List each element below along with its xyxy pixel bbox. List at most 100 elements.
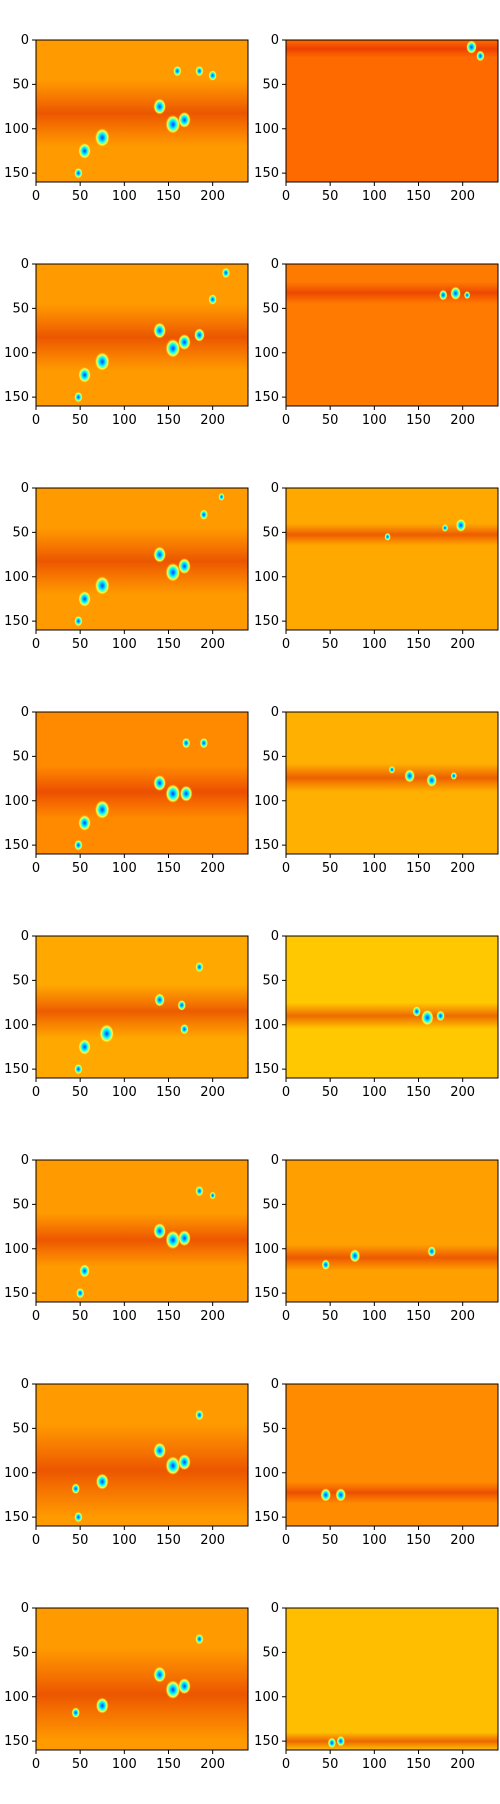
y-tick-label: 150 [4, 1510, 29, 1525]
heatmap-band [286, 1481, 498, 1504]
panel-image [286, 936, 498, 1078]
y-tick-label: 150 [4, 838, 29, 853]
axes-frame [285, 487, 499, 631]
x-tick-label: 50 [322, 413, 339, 428]
heatmap-blob [78, 366, 91, 384]
x-tick-label: 150 [406, 637, 431, 652]
axes-frame [285, 263, 499, 407]
heatmap-blob [195, 961, 204, 973]
y-tick-label: 0 [21, 1153, 29, 1168]
y-tick-label: 150 [4, 614, 29, 629]
panel-r1-c1: 0 50 100 150 200 0 50 100 150 [254, 257, 499, 428]
heatmap-blob [441, 523, 449, 533]
heatmap-blob [218, 492, 225, 501]
x-tick-label: 50 [72, 413, 89, 428]
heatmap-blob [335, 1488, 347, 1502]
y-tick-label: 150 [4, 1062, 29, 1077]
x-tick-label: 50 [322, 861, 339, 876]
heatmap-blob [436, 1010, 445, 1022]
y-tick-label: 150 [254, 1510, 279, 1525]
panel-image [286, 1608, 498, 1750]
panel-image [36, 1608, 248, 1750]
x-tick-label: 100 [362, 861, 387, 876]
axes-frame [285, 711, 499, 855]
panel-image [286, 488, 498, 630]
y-tick-label: 100 [254, 570, 279, 585]
axes-frame [35, 39, 249, 183]
axes-frame [35, 935, 249, 1079]
y-tick-label: 150 [254, 614, 279, 629]
y-tick-label: 50 [12, 749, 29, 764]
panel-r2-c0: 0 50 100 150 200 0 50 100 150 [4, 481, 249, 652]
panel-image [36, 1384, 248, 1526]
heatmap-blob [426, 773, 438, 788]
heatmap-blob [177, 1229, 191, 1247]
x-tick-label: 150 [156, 637, 181, 652]
x-tick-label: 50 [322, 1757, 339, 1772]
x-tick-label: 100 [362, 637, 387, 652]
y-tick-label: 0 [21, 257, 29, 272]
y-tick-label: 0 [271, 1601, 279, 1616]
x-tick-label: 150 [156, 1533, 181, 1548]
axes-frame [35, 263, 249, 407]
y-tick-label: 150 [4, 166, 29, 181]
heatmap-blob [165, 338, 181, 358]
y-tick-label: 0 [271, 33, 279, 48]
heatmap-blob [74, 391, 83, 403]
heatmap-blob [165, 114, 181, 134]
heatmap-blob [327, 1737, 337, 1749]
heatmap-blob [320, 1488, 332, 1502]
heatmap-blob [153, 546, 167, 563]
heatmap-blob [165, 784, 181, 804]
y-tick-label: 0 [271, 481, 279, 496]
y-tick-label: 50 [262, 1421, 279, 1436]
heatmap-blob [165, 1230, 181, 1250]
heatmap-blob [199, 737, 209, 749]
x-tick-label: 100 [112, 637, 137, 652]
x-tick-label: 150 [156, 189, 181, 204]
axes-frame [285, 1159, 499, 1303]
x-tick-label: 0 [282, 637, 290, 652]
panel-r3-c1: 0 50 100 150 200 0 50 100 150 [254, 705, 499, 876]
heatmap-blob [181, 737, 191, 749]
x-tick-label: 0 [32, 1309, 40, 1324]
heatmap-blob [78, 814, 91, 832]
x-tick-label: 200 [450, 189, 475, 204]
x-tick-label: 150 [156, 1757, 181, 1772]
x-tick-label: 100 [112, 1309, 137, 1324]
heatmap-blob [388, 765, 396, 774]
heatmap-band [36, 303, 248, 371]
y-tick-label: 150 [254, 838, 279, 853]
x-tick-label: 150 [406, 1533, 431, 1548]
heatmap-blob [95, 1473, 109, 1490]
panel-r4-c1: 0 50 100 150 200 0 50 100 150 [254, 929, 499, 1100]
panel-r0-c0: 0 50 100 150 200 0 50 100 150 [4, 33, 249, 204]
x-tick-label: 0 [32, 413, 40, 428]
y-tick-label: 100 [254, 1466, 279, 1481]
y-tick-label: 50 [262, 973, 279, 988]
y-tick-label: 150 [254, 1062, 279, 1077]
heatmap-blob [384, 532, 391, 541]
x-tick-label: 0 [282, 1309, 290, 1324]
x-tick-label: 100 [362, 1757, 387, 1772]
y-tick-label: 150 [4, 390, 29, 405]
x-tick-label: 200 [450, 413, 475, 428]
heatmap-blob [336, 1735, 346, 1747]
panel-image [286, 40, 498, 182]
heatmap-blob [208, 70, 217, 81]
x-tick-label: 50 [322, 1533, 339, 1548]
y-tick-label: 50 [12, 301, 29, 316]
heatmap-blob [78, 142, 91, 160]
x-tick-label: 0 [282, 1085, 290, 1100]
heatmap-blob [154, 993, 166, 1007]
heatmap-blob [463, 290, 471, 300]
x-tick-label: 50 [322, 1085, 339, 1100]
x-tick-label: 100 [362, 1085, 387, 1100]
heatmap-blob [195, 1185, 204, 1197]
panel-r2-c1: 0 50 100 150 200 0 50 100 150 [254, 481, 499, 652]
heatmap-blob [404, 769, 416, 783]
heatmap-blob [94, 576, 110, 596]
x-tick-label: 150 [156, 1309, 181, 1324]
y-tick-label: 100 [4, 1018, 29, 1033]
x-tick-label: 150 [406, 1085, 431, 1100]
